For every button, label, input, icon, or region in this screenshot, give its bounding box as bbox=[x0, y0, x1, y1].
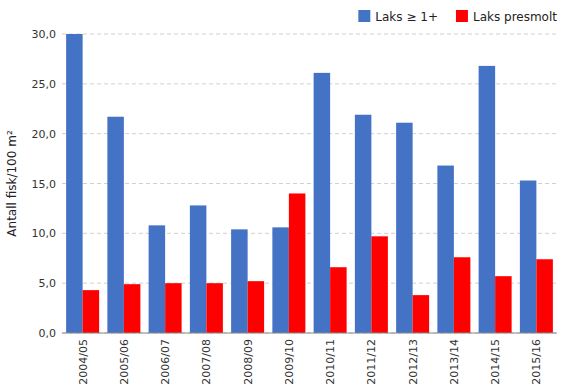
x-tick-label: 2009/10 bbox=[283, 339, 296, 385]
legend-item: Laks presmolt bbox=[456, 10, 557, 24]
chart-container: 0,0 5,0 10,0 15,0 20,0 25,0 30,0 Antall fisk/10… bbox=[0, 0, 569, 389]
bar bbox=[437, 166, 454, 333]
bar bbox=[272, 227, 289, 333]
bar bbox=[289, 193, 306, 333]
x-tick-label: 2013/14 bbox=[448, 339, 461, 385]
bar bbox=[124, 284, 141, 333]
y-tick-label: 5,0 bbox=[39, 277, 57, 290]
bar bbox=[495, 276, 512, 333]
legend: Laks ≥ 1+ Laks presmolt bbox=[358, 10, 557, 24]
bar bbox=[231, 229, 248, 333]
bar bbox=[479, 66, 496, 333]
bar bbox=[206, 283, 223, 333]
bar bbox=[248, 281, 265, 333]
x-tick-label: 2011/12 bbox=[365, 339, 378, 385]
x-tick-label: 2015/16 bbox=[530, 339, 543, 385]
x-tick-label: 2010/11 bbox=[324, 339, 337, 385]
legend-swatch bbox=[456, 10, 468, 22]
y-tick-label: 25,0 bbox=[32, 78, 57, 91]
x-axis: 2004/05 2005/06 2006/07 2007/08 2008/09 2009/… bbox=[62, 333, 557, 385]
x-tick-label: 2014/15 bbox=[489, 339, 502, 385]
bars bbox=[66, 34, 553, 333]
bar bbox=[165, 283, 182, 333]
bar bbox=[66, 34, 83, 333]
bar bbox=[396, 123, 413, 333]
grid-line bbox=[62, 333, 557, 334]
x-axis-line bbox=[62, 333, 557, 334]
bar bbox=[83, 290, 100, 333]
y-tick-label: 15,0 bbox=[32, 178, 57, 191]
bar bbox=[413, 295, 430, 333]
legend-label: Laks ≥ 1+ bbox=[375, 10, 438, 24]
x-tick-label: 2006/07 bbox=[159, 339, 172, 385]
y-tick-label: 0,0 bbox=[39, 327, 57, 340]
legend-swatch bbox=[358, 10, 370, 22]
legend-label: Laks presmolt bbox=[473, 10, 557, 24]
x-tick-label: 2012/13 bbox=[407, 339, 420, 385]
x-tick-label: 2008/09 bbox=[242, 339, 255, 385]
bar bbox=[149, 225, 166, 333]
bar bbox=[355, 115, 372, 333]
bar bbox=[314, 73, 331, 333]
bar bbox=[371, 236, 388, 333]
bar bbox=[190, 205, 207, 333]
y-tick-label: 20,0 bbox=[32, 128, 57, 141]
bar bbox=[454, 257, 471, 333]
x-tick-label: 2005/06 bbox=[118, 339, 131, 385]
legend-item: Laks ≥ 1+ bbox=[358, 10, 438, 24]
y-tick-label: 10,0 bbox=[32, 227, 57, 240]
bar bbox=[107, 117, 124, 333]
grid-line bbox=[62, 34, 557, 35]
chart-svg: 0,0 5,0 10,0 15,0 20,0 25,0 30,0 Antall fisk/10… bbox=[0, 0, 569, 389]
y-tick-label: 30,0 bbox=[32, 28, 57, 41]
y-axis: 0,0 5,0 10,0 15,0 20,0 25,0 30,0 bbox=[32, 28, 558, 340]
bar bbox=[520, 181, 537, 333]
x-tick-label: 2007/08 bbox=[200, 339, 213, 385]
bar bbox=[536, 259, 553, 333]
x-tick-label: 2004/05 bbox=[77, 339, 90, 385]
bar bbox=[330, 267, 347, 333]
y-axis-label: Antall fisk/100 m² bbox=[5, 130, 19, 237]
